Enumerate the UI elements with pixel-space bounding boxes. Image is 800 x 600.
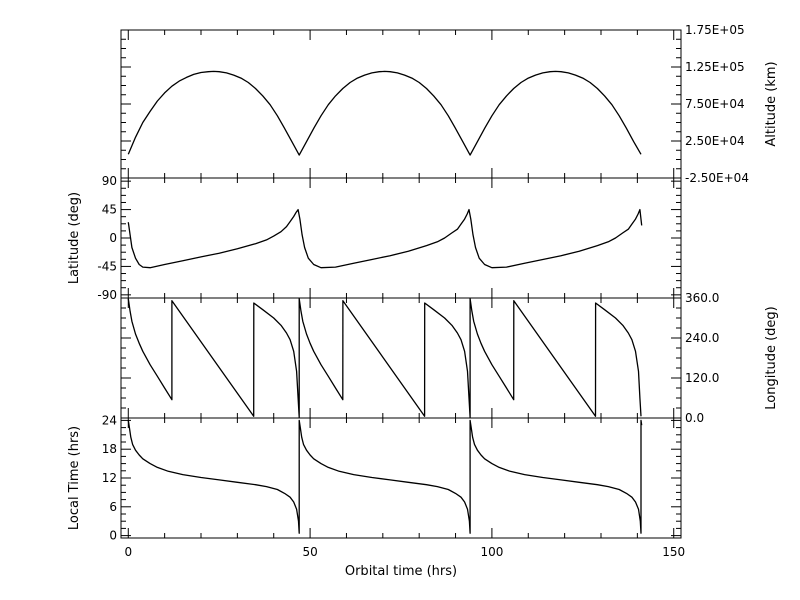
- x-tick-label: 50: [302, 545, 317, 559]
- y-tick-label: 1.75E+05: [685, 23, 745, 37]
- panel-3-series-1-line: [127, 298, 642, 418]
- y-tick-label: 1.25E+05: [685, 60, 745, 74]
- y-tick-label: 12: [102, 471, 117, 485]
- y-tick-label: 0.0: [685, 411, 704, 425]
- y-tick-label: 120.0: [685, 371, 719, 385]
- y-tick-label: 45: [102, 203, 117, 217]
- y-tick-label: -90: [97, 288, 117, 302]
- y-tick-label: 240.0: [685, 331, 719, 345]
- x-tick-label: 100: [480, 545, 503, 559]
- y-tick-label: 2.50E+04: [685, 134, 745, 148]
- panel-1-series-1-line: [127, 70, 642, 156]
- x-axis-label: Orbital time (hrs): [345, 564, 457, 579]
- y-tick-label: 24: [102, 413, 117, 427]
- x-tick-label: 0: [124, 545, 132, 559]
- panel-1-y-axis-label: Altitude (km): [764, 61, 779, 146]
- y-tick-label: 90: [102, 174, 117, 188]
- panel-3-frame: [120, 297, 682, 419]
- y-tick-label: 18: [102, 442, 117, 456]
- y-tick-label: 0: [109, 529, 117, 543]
- y-tick-label: -45: [97, 259, 117, 273]
- y-tick-label: 360.0: [685, 291, 719, 305]
- panels-group: -2.50E+04 2.50E+04 7.50E+04 1.25E+05 1.75E+0…: [67, 23, 779, 559]
- panel-3-y-axis-label: Longitude (deg): [764, 306, 779, 409]
- x-tick-label: 150: [662, 545, 685, 559]
- y-tick-label: 6: [109, 500, 117, 514]
- y-tick-label: 7.50E+04: [685, 97, 745, 111]
- panel-2-series-1-line: [127, 208, 643, 269]
- panel-2-y-axis-label: Latitude (deg): [67, 192, 82, 284]
- panel-4-y-axis-label: Local Time (hrs): [67, 426, 82, 530]
- panel-2-frame: [120, 177, 682, 299]
- panel-4-series-1-line: [127, 419, 643, 534]
- panel-1-frame: [120, 29, 682, 179]
- y-tick-label: -2.50E+04: [685, 171, 749, 185]
- y-tick-label: 0: [109, 231, 117, 245]
